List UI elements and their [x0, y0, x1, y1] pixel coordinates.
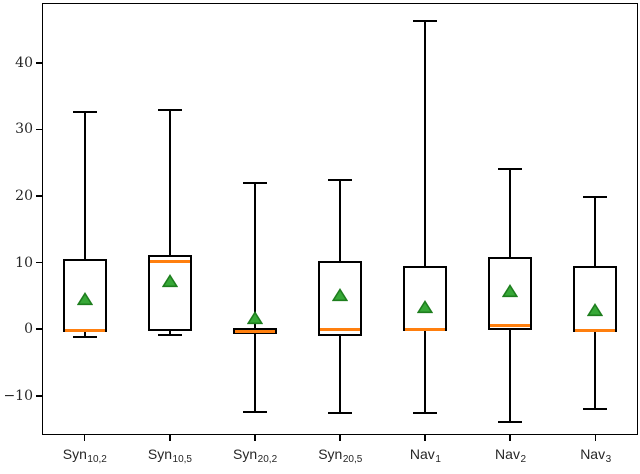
y-tick-label: 20: [15, 188, 33, 205]
whisker-upper: [83, 112, 86, 260]
x-tick-label: Syn20,5: [295, 445, 385, 465]
x-tick-label-subscript: 2: [520, 454, 527, 465]
whisker-cap-lower: [413, 412, 438, 415]
whisker-cap-lower: [498, 421, 523, 424]
median-line: [149, 259, 190, 263]
mean-triangle-marker: [246, 310, 264, 325]
whisker-upper: [594, 197, 597, 266]
whisker-lower: [339, 335, 341, 414]
whisker-lower: [594, 331, 597, 410]
x-tick-label-base: Syn: [62, 446, 87, 462]
whisker-cap-lower: [157, 334, 182, 337]
x-tick-label-subscript: 3: [605, 454, 612, 465]
whisker-cap-upper: [157, 109, 182, 112]
x-tick-label-base: Nav: [495, 446, 520, 462]
whisker-lower: [509, 330, 512, 423]
mean-triangle-marker: [161, 274, 178, 288]
y-tick: [36, 128, 42, 131]
y-tick-label: 10: [15, 254, 33, 271]
y-tick: [36, 261, 42, 264]
y-tick: [36, 328, 42, 330]
x-tick-label-base: Syn: [147, 446, 173, 462]
x-tick-label: Nav1: [380, 445, 470, 465]
y-tick-label: −10: [3, 387, 33, 404]
x-tick-label: Syn20,2: [210, 445, 300, 465]
x-tick: [424, 435, 426, 441]
whisker-lower: [424, 331, 427, 414]
y-tick: [36, 195, 42, 197]
median-line: [64, 329, 105, 332]
y-tick-label: 30: [15, 121, 33, 138]
x-tick-label-base: Nav: [580, 446, 606, 462]
y-tick-label: 40: [15, 54, 33, 71]
whisker-cap-upper: [242, 181, 267, 184]
whisker-cap-lower: [583, 408, 608, 411]
whisker-cap-upper: [72, 111, 97, 114]
whisker-lower: [253, 333, 256, 412]
whisker-upper: [424, 20, 427, 266]
x-tick: [168, 435, 171, 441]
whisker-cap-upper: [413, 19, 438, 22]
x-tick-label-subscript: 10,5: [172, 454, 192, 465]
x-tick-label-base: Syn: [233, 446, 258, 462]
x-tick-label: Syn10,5: [125, 445, 215, 465]
x-tick-label: Syn10,2: [40, 445, 130, 465]
mean-triangle-marker: [76, 291, 93, 306]
whisker-lower: [168, 331, 171, 336]
mean-triangle-marker: [416, 300, 434, 314]
x-tick-label-subscript: 20,5: [342, 454, 363, 465]
plot-frame: [42, 3, 638, 435]
mean-triangle-marker: [587, 302, 604, 317]
box-rect: [573, 265, 618, 332]
mean-triangle-marker: [502, 284, 519, 298]
whisker-cap-upper: [328, 179, 352, 182]
whisker-cap-upper: [498, 168, 523, 171]
median-line: [320, 328, 360, 332]
y-tick-label: 0: [24, 321, 33, 338]
x-tick: [509, 435, 512, 441]
whisker-lower: [83, 332, 86, 338]
box-rect: [403, 265, 448, 332]
whisker-cap-lower: [328, 412, 352, 415]
whisker-cap-lower: [72, 336, 97, 339]
median-line: [405, 328, 446, 332]
median-line: [575, 329, 616, 332]
x-tick-label: Nav2: [465, 445, 555, 465]
x-tick: [254, 435, 256, 441]
x-tick-label-base: Syn: [318, 446, 343, 462]
median-line: [234, 329, 275, 333]
whisker-upper: [509, 169, 512, 258]
x-tick-label-base: Nav: [409, 446, 435, 462]
x-tick: [339, 435, 341, 441]
mean-triangle-marker: [331, 287, 349, 302]
whisker-cap-upper: [583, 196, 608, 199]
x-tick-label: Nav3: [550, 445, 640, 465]
whisker-upper: [253, 182, 256, 328]
y-tick: [36, 62, 42, 64]
x-tick: [83, 435, 86, 441]
y-tick: [36, 394, 42, 397]
median-line: [490, 324, 531, 328]
x-tick-label-subscript: 1: [435, 454, 441, 465]
box-rect: [147, 254, 192, 332]
whisker-upper: [339, 180, 341, 262]
x-tick-label-subscript: 20,2: [257, 454, 278, 465]
whisker-cap-lower: [242, 410, 267, 413]
whisker-upper: [168, 110, 171, 255]
x-tick-label-subscript: 10,2: [87, 454, 107, 465]
x-tick: [594, 435, 597, 441]
